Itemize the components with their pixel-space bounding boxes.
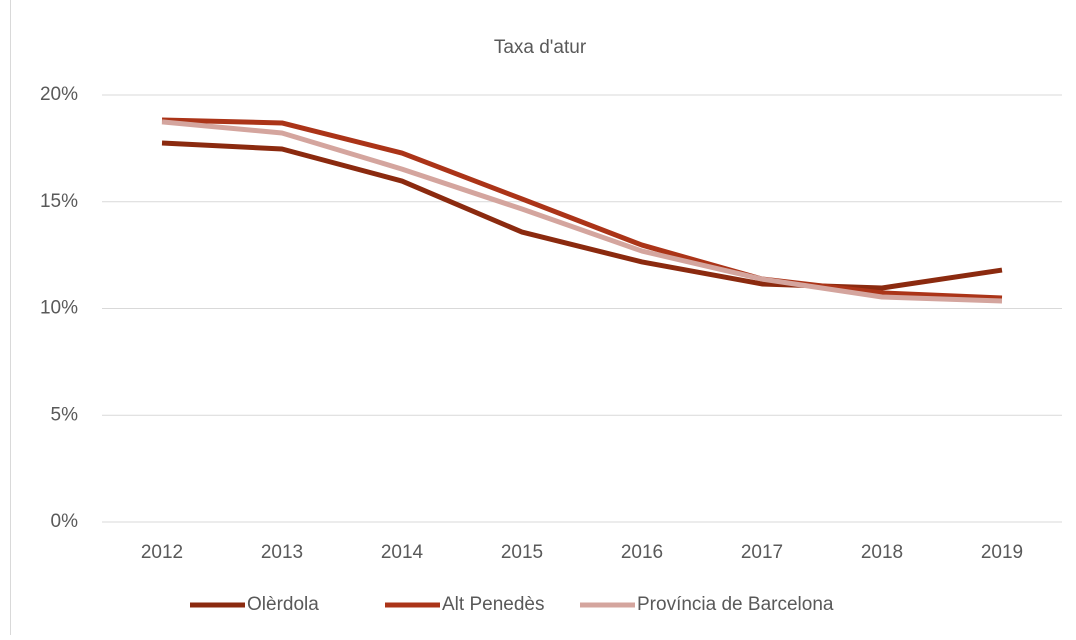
x-tick-label: 2016	[621, 542, 663, 563]
x-tick-label: 2017	[741, 542, 783, 563]
x-tick-label: 2014	[381, 542, 424, 563]
x-tick-label: 2015	[501, 542, 543, 563]
y-tick-label: 20%	[40, 84, 78, 105]
y-tick-label: 0%	[51, 511, 79, 532]
x-tick-label: 2012	[141, 542, 183, 563]
chart-title: Taxa d'atur	[494, 37, 587, 58]
legend-label: Província de Barcelona	[637, 594, 834, 615]
x-tick-label: 2019	[981, 542, 1023, 563]
x-tick-label: 2013	[261, 542, 303, 563]
legend-label: Olèrdola	[247, 594, 319, 615]
legend-label: Alt Penedès	[442, 594, 544, 615]
x-tick-label: 2018	[861, 542, 903, 563]
y-tick-label: 5%	[51, 404, 79, 425]
y-tick-label: 10%	[40, 298, 78, 319]
y-tick-label: 15%	[40, 191, 78, 212]
